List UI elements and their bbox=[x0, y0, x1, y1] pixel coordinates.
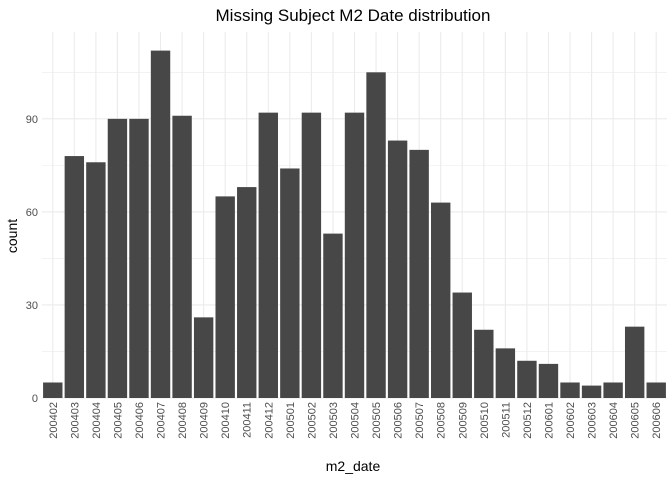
x-tick-label: 200511 bbox=[500, 402, 512, 438]
y-axis-title: count bbox=[4, 219, 20, 253]
bar-200411 bbox=[237, 187, 257, 398]
bar-200406 bbox=[129, 118, 149, 398]
y-tick-label: 0 bbox=[32, 393, 38, 405]
x-tick-label: 200505 bbox=[371, 402, 383, 439]
x-tick-label: 200604 bbox=[608, 402, 620, 439]
bar-200407 bbox=[150, 50, 171, 398]
x-tick-label: 200508 bbox=[436, 402, 448, 439]
x-tick-label: 200406 bbox=[134, 402, 146, 439]
x-tick-label: 200409 bbox=[199, 402, 211, 439]
x-tick-label: 200410 bbox=[220, 402, 232, 439]
bar-200405 bbox=[107, 118, 128, 398]
x-tick-label: 200603 bbox=[587, 402, 599, 439]
bar-200602 bbox=[560, 382, 580, 398]
x-axis-ticks: 200402 200403 200404 200405 200406 200407 2004… bbox=[48, 402, 663, 439]
x-tick-label: 200503 bbox=[328, 402, 340, 439]
x-tick-label: 200507 bbox=[414, 402, 426, 439]
x-tick-label: 200510 bbox=[479, 402, 491, 439]
bar-200508 bbox=[431, 202, 451, 398]
bar-200603 bbox=[581, 385, 602, 398]
bar-200403 bbox=[64, 156, 85, 398]
bar-200412 bbox=[258, 112, 278, 398]
x-tick-label: 200402 bbox=[48, 402, 60, 439]
bar-200512 bbox=[517, 360, 537, 398]
bar-200409 bbox=[193, 317, 214, 398]
bar-200605 bbox=[624, 326, 645, 398]
x-tick-label: 200412 bbox=[263, 402, 275, 439]
x-tick-label: 200601 bbox=[543, 402, 555, 439]
bar-200511 bbox=[495, 348, 516, 398]
x-tick-label: 200606 bbox=[651, 402, 663, 439]
x-tick-label: 200411 bbox=[242, 402, 254, 438]
bar-200501 bbox=[280, 168, 300, 398]
bar-200410 bbox=[215, 196, 235, 398]
bar-200408 bbox=[172, 115, 192, 399]
x-tick-label: 200605 bbox=[630, 402, 642, 439]
x-tick-label: 200404 bbox=[91, 402, 103, 439]
bar-200507 bbox=[409, 149, 429, 398]
x-tick-label: 200506 bbox=[393, 402, 405, 439]
bar-200502 bbox=[301, 112, 322, 398]
y-tick-label: 90 bbox=[26, 114, 38, 126]
bar-200601 bbox=[538, 363, 559, 398]
bar-200506 bbox=[387, 140, 408, 398]
x-tick-label: 200504 bbox=[350, 402, 362, 439]
bar-200510 bbox=[474, 329, 494, 398]
bar-200509 bbox=[452, 292, 472, 398]
x-tick-label: 200405 bbox=[112, 402, 124, 439]
chart-title: Missing Subject M2 Date distribution bbox=[216, 6, 491, 25]
x-tick-label: 200408 bbox=[177, 402, 189, 439]
bar-200606 bbox=[646, 382, 666, 398]
x-tick-label: 200509 bbox=[457, 402, 469, 439]
bar-200504 bbox=[344, 112, 365, 398]
bar-200604 bbox=[603, 382, 623, 398]
y-tick-label: 30 bbox=[26, 300, 38, 312]
x-tick-label: 200602 bbox=[565, 402, 577, 439]
bar-200505 bbox=[366, 72, 386, 399]
x-tick-label: 200407 bbox=[156, 402, 168, 439]
bar-200404 bbox=[86, 162, 106, 398]
x-tick-label: 200501 bbox=[285, 402, 297, 439]
y-axis-ticks: 0 30 60 90 bbox=[26, 114, 38, 405]
x-tick-label: 200502 bbox=[306, 402, 318, 439]
x-tick-label: 200403 bbox=[69, 402, 81, 439]
bar-200503 bbox=[323, 233, 343, 398]
x-tick-label: 200512 bbox=[522, 402, 534, 439]
y-tick-label: 60 bbox=[26, 207, 38, 219]
bars bbox=[43, 50, 666, 399]
x-axis-title: m2_date bbox=[326, 458, 381, 474]
bar-200402 bbox=[43, 382, 63, 398]
